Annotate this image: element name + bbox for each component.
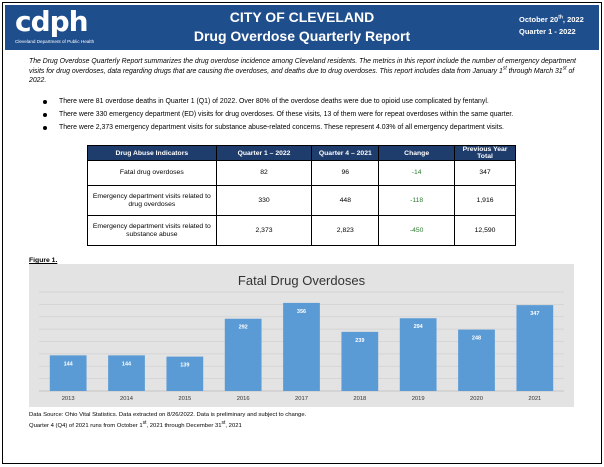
column-header: Drug Abuse Indicators xyxy=(87,145,217,161)
intro-text-2: through March 31 xyxy=(506,67,563,75)
indicator-cell: Emergency department visits related to s… xyxy=(87,215,217,246)
value-cell: 82 xyxy=(215,160,313,186)
value-cell: 2,823 xyxy=(311,215,380,246)
chart-bar xyxy=(458,329,495,391)
x-tick-label: 2021 xyxy=(528,396,541,402)
column-header: Change xyxy=(378,145,456,161)
q4-note-sup-2: st xyxy=(221,420,226,427)
table-row: Emergency department visits related to d… xyxy=(87,185,516,216)
report-date-year: , 2022 xyxy=(562,15,584,24)
q4-note-text-1: Quarter 4 (Q4) of 2021 runs from October… xyxy=(29,423,143,429)
data-label: 248 xyxy=(472,336,481,342)
chart-bar xyxy=(341,331,379,391)
data-label: 356 xyxy=(297,309,306,315)
intro-paragraph: The Drug Overdose Quarterly Report summa… xyxy=(29,57,581,86)
key-finding-item: There were 81 overdose deaths in Quarter… xyxy=(43,98,588,111)
data-label: 144 xyxy=(64,361,74,367)
data-label: 239 xyxy=(355,338,364,344)
report-date: October 20th, 2022 xyxy=(519,15,584,24)
x-tick-label: 2020 xyxy=(470,396,483,402)
chart-bar xyxy=(49,355,87,391)
data-label: 347 xyxy=(530,311,539,317)
drug-abuse-indicators-table: Drug Abuse Indicators Quarter 1 – 2022 Q… xyxy=(87,145,516,246)
change-cell: -118 xyxy=(378,185,456,216)
value-cell: 347 xyxy=(454,160,516,186)
key-finding-item: There were 2,373 emergency department vi… xyxy=(43,124,588,137)
report-date-sup: th xyxy=(558,14,563,21)
q4-note-text-3: , 2021 xyxy=(225,423,242,429)
quarter-definition-note: Quarter 4 (Q4) of 2021 runs from October… xyxy=(29,420,242,429)
report-title: Drug Overdose Quarterly Report xyxy=(193,28,411,44)
fatal-overdoses-chart: Fatal Drug Overdoses 144 2013 144 2014 139 20… xyxy=(29,264,574,407)
key-findings-list: There were 81 overdose deaths in Quarter… xyxy=(43,98,588,137)
indicator-cell: Emergency department visits related to d… xyxy=(87,185,217,216)
q4-note-sup-1: st xyxy=(142,420,147,427)
chart-bar xyxy=(283,302,320,391)
chart-bar xyxy=(166,356,204,391)
x-tick-label: 2019 xyxy=(412,396,425,402)
indicator-cell: Fatal drug overdoses xyxy=(87,160,217,186)
intro-text-3: of 2022. xyxy=(29,67,575,85)
table-row: Fatal drug overdoses 82 96 -14 347 xyxy=(87,160,516,186)
data-label: 144 xyxy=(122,361,132,367)
x-tick-label: 2015 xyxy=(178,396,191,402)
chart-bar xyxy=(108,355,145,391)
intro-sup-1: st xyxy=(502,65,507,72)
q4-note-text-2: , 2021 through December 31 xyxy=(146,423,222,429)
chart-bar xyxy=(224,318,262,391)
data-source-note: Data Source: Ohio Vital Statistics. Data… xyxy=(29,412,307,418)
logo-text: cdph xyxy=(15,5,89,38)
value-cell: 12,590 xyxy=(454,215,516,246)
column-header: Quarter 1 – 2022 xyxy=(215,145,313,161)
value-cell: 2,373 xyxy=(215,215,313,246)
value-cell: 448 xyxy=(311,185,380,216)
report-quarter: Quarter 1 - 2022 xyxy=(519,27,576,36)
figure-label: Figure 1. xyxy=(29,257,58,264)
value-cell: 96 xyxy=(311,160,380,186)
chart-bar xyxy=(399,318,437,391)
report-date-main: October 20 xyxy=(519,15,559,24)
intro-text-1: The Drug Overdose Quarterly Report summa… xyxy=(29,58,576,75)
report-header: cdph Cleveland Department of Public Heal… xyxy=(5,5,599,50)
x-tick-label: 2017 xyxy=(295,396,308,402)
column-header: Quarter 4 – 2021 xyxy=(311,145,380,161)
x-tick-label: 2018 xyxy=(353,396,366,402)
value-cell: 1,916 xyxy=(454,185,516,216)
x-tick-label: 2013 xyxy=(62,396,75,402)
data-label: 294 xyxy=(414,324,424,330)
report-title-city: CITY OF CLEVELAND xyxy=(229,9,375,25)
chart-bar xyxy=(516,305,554,391)
table-header-row: Drug Abuse Indicators Quarter 1 – 2022 Q… xyxy=(87,145,516,161)
table-row: Emergency department visits related to s… xyxy=(87,215,516,246)
logo-subtitle: Cleveland Department of Public Health xyxy=(15,39,95,44)
cdph-logo: cdph Cleveland Department of Public Heal… xyxy=(11,5,121,48)
chart-title: Fatal Drug Overdoses xyxy=(237,273,366,288)
chart-plot: 144 2013 144 2014 139 2015 292 2016 356 2017 239 20… xyxy=(39,291,564,402)
column-header: Previous Year Total xyxy=(454,145,516,161)
x-tick-label: 2016 xyxy=(237,396,250,402)
data-label: 139 xyxy=(180,363,189,369)
change-cell: -14 xyxy=(378,160,456,186)
intro-sup-2: st xyxy=(562,65,567,72)
key-finding-item: There were 330 emergency department (ED)… xyxy=(43,111,588,124)
data-label: 292 xyxy=(239,325,248,331)
change-cell: -450 xyxy=(378,215,456,246)
x-tick-label: 2014 xyxy=(120,396,134,402)
value-cell: 330 xyxy=(215,185,313,216)
